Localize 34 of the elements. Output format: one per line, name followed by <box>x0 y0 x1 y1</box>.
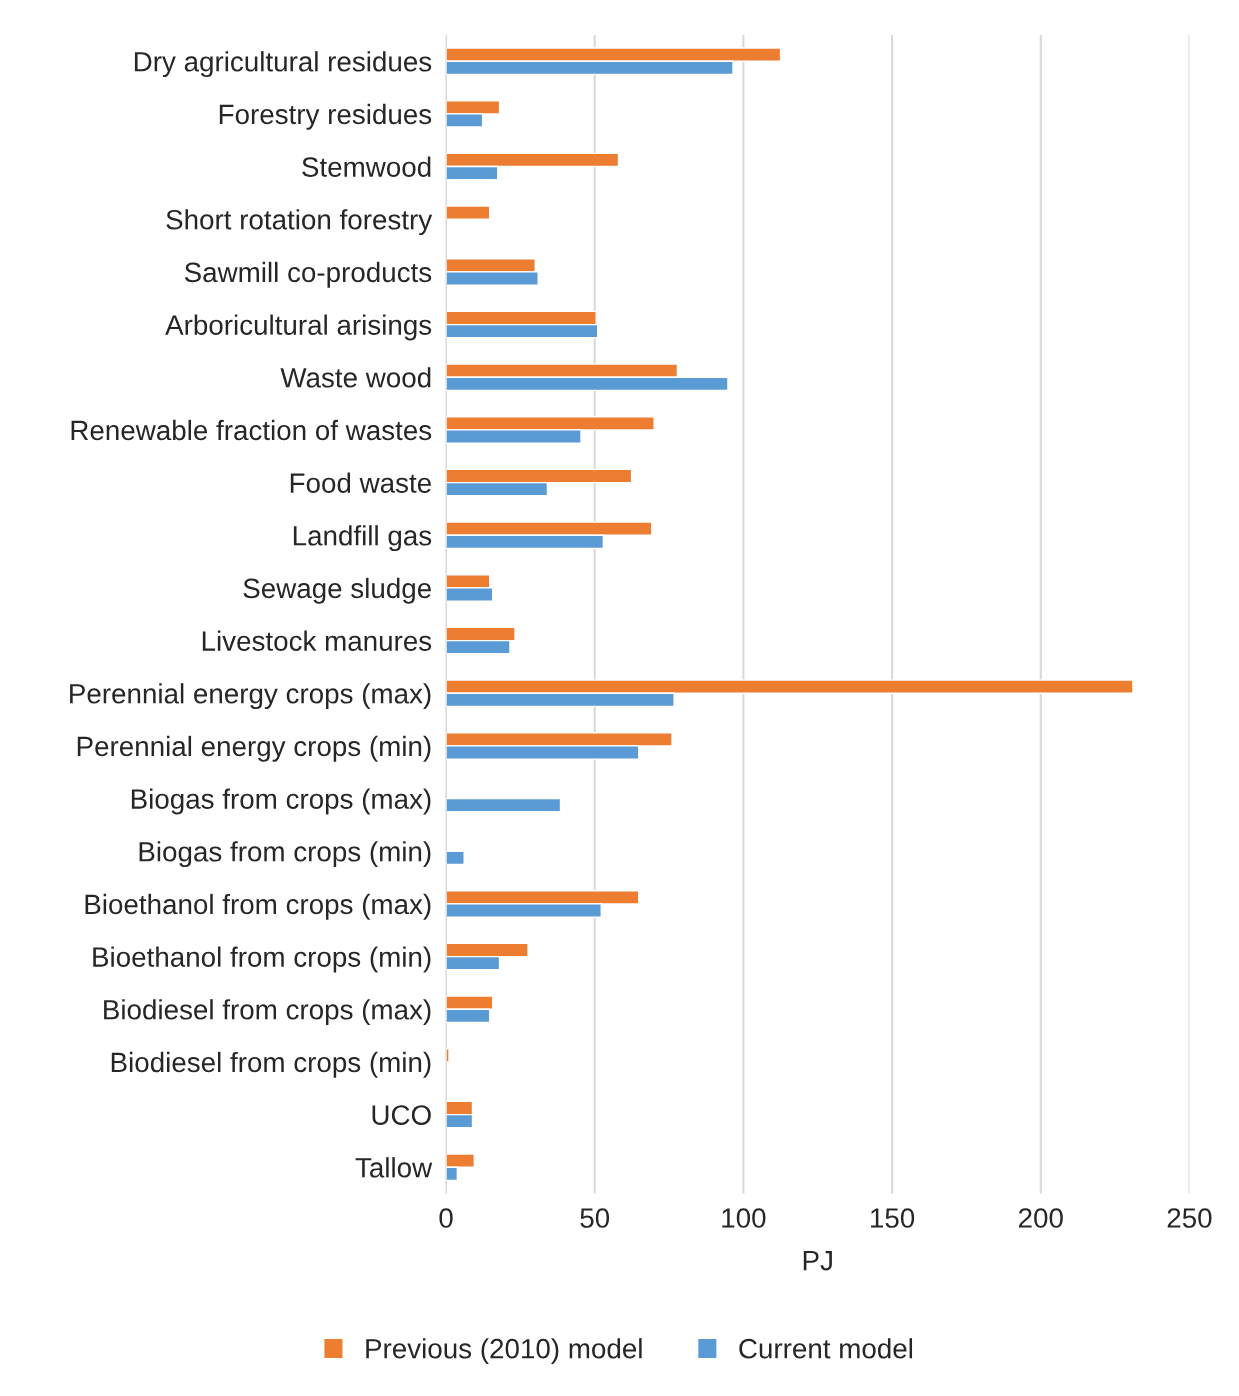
bar <box>446 205 491 220</box>
x-tick-label: 50 <box>580 1208 610 1228</box>
y-tick-label: Forestry residues <box>219 103 432 130</box>
y-tick-label: Biodiesel from crops (max) <box>104 999 431 1026</box>
x-tick-label: 150 <box>871 1208 915 1228</box>
x-axis-title: PJ <box>803 1251 832 1271</box>
y-tick-label: UCO <box>372 1105 431 1125</box>
x-tick-label: 0 <box>439 1208 453 1228</box>
y-tick-label: Renewable fraction of wastes <box>71 419 432 441</box>
legend-label: Current model <box>739 1338 913 1359</box>
y-tick-label: Short rotation forestry <box>166 209 433 236</box>
y-tick-label: Perennial energy crops (min) <box>77 735 431 762</box>
bar <box>446 797 562 813</box>
y-tick-label: Livestock manures <box>202 630 432 651</box>
y-tick-label: Waste wood <box>280 367 431 388</box>
legend-label: Previous (2010) model <box>366 1338 642 1365</box>
y-tick-label: Sawmill co-products <box>184 261 432 288</box>
y-tick-label: Food waste <box>290 472 431 493</box>
y-tick-label: Sewage sludge <box>243 577 431 604</box>
y-tick-label: Dry agricultural residues <box>134 51 432 78</box>
y-tick-label: Stemwood <box>302 156 431 177</box>
x-tick-label: 100 <box>722 1208 766 1228</box>
y-tick-label: Tallow <box>355 1157 433 1178</box>
y-tick-label: Biogas from crops (max) <box>131 788 431 815</box>
x-tick-label: 200 <box>1018 1208 1063 1228</box>
y-tick-label: Perennial energy crops (max) <box>70 683 431 710</box>
y-tick-label: Biodiesel from crops (min) <box>111 1051 431 1078</box>
y-tick-label: Bioethanol from crops (max) <box>85 893 431 920</box>
y-tick-label: Landfill gas <box>293 525 432 552</box>
x-tick-label: 250 <box>1167 1208 1212 1228</box>
y-tick-label: Biogas from crops (min) <box>139 841 431 868</box>
y-tick-label: Bioethanol from crops (min) <box>93 946 431 973</box>
y-tick-label: Arboricultural arisings <box>165 314 432 341</box>
bar <box>446 850 465 866</box>
